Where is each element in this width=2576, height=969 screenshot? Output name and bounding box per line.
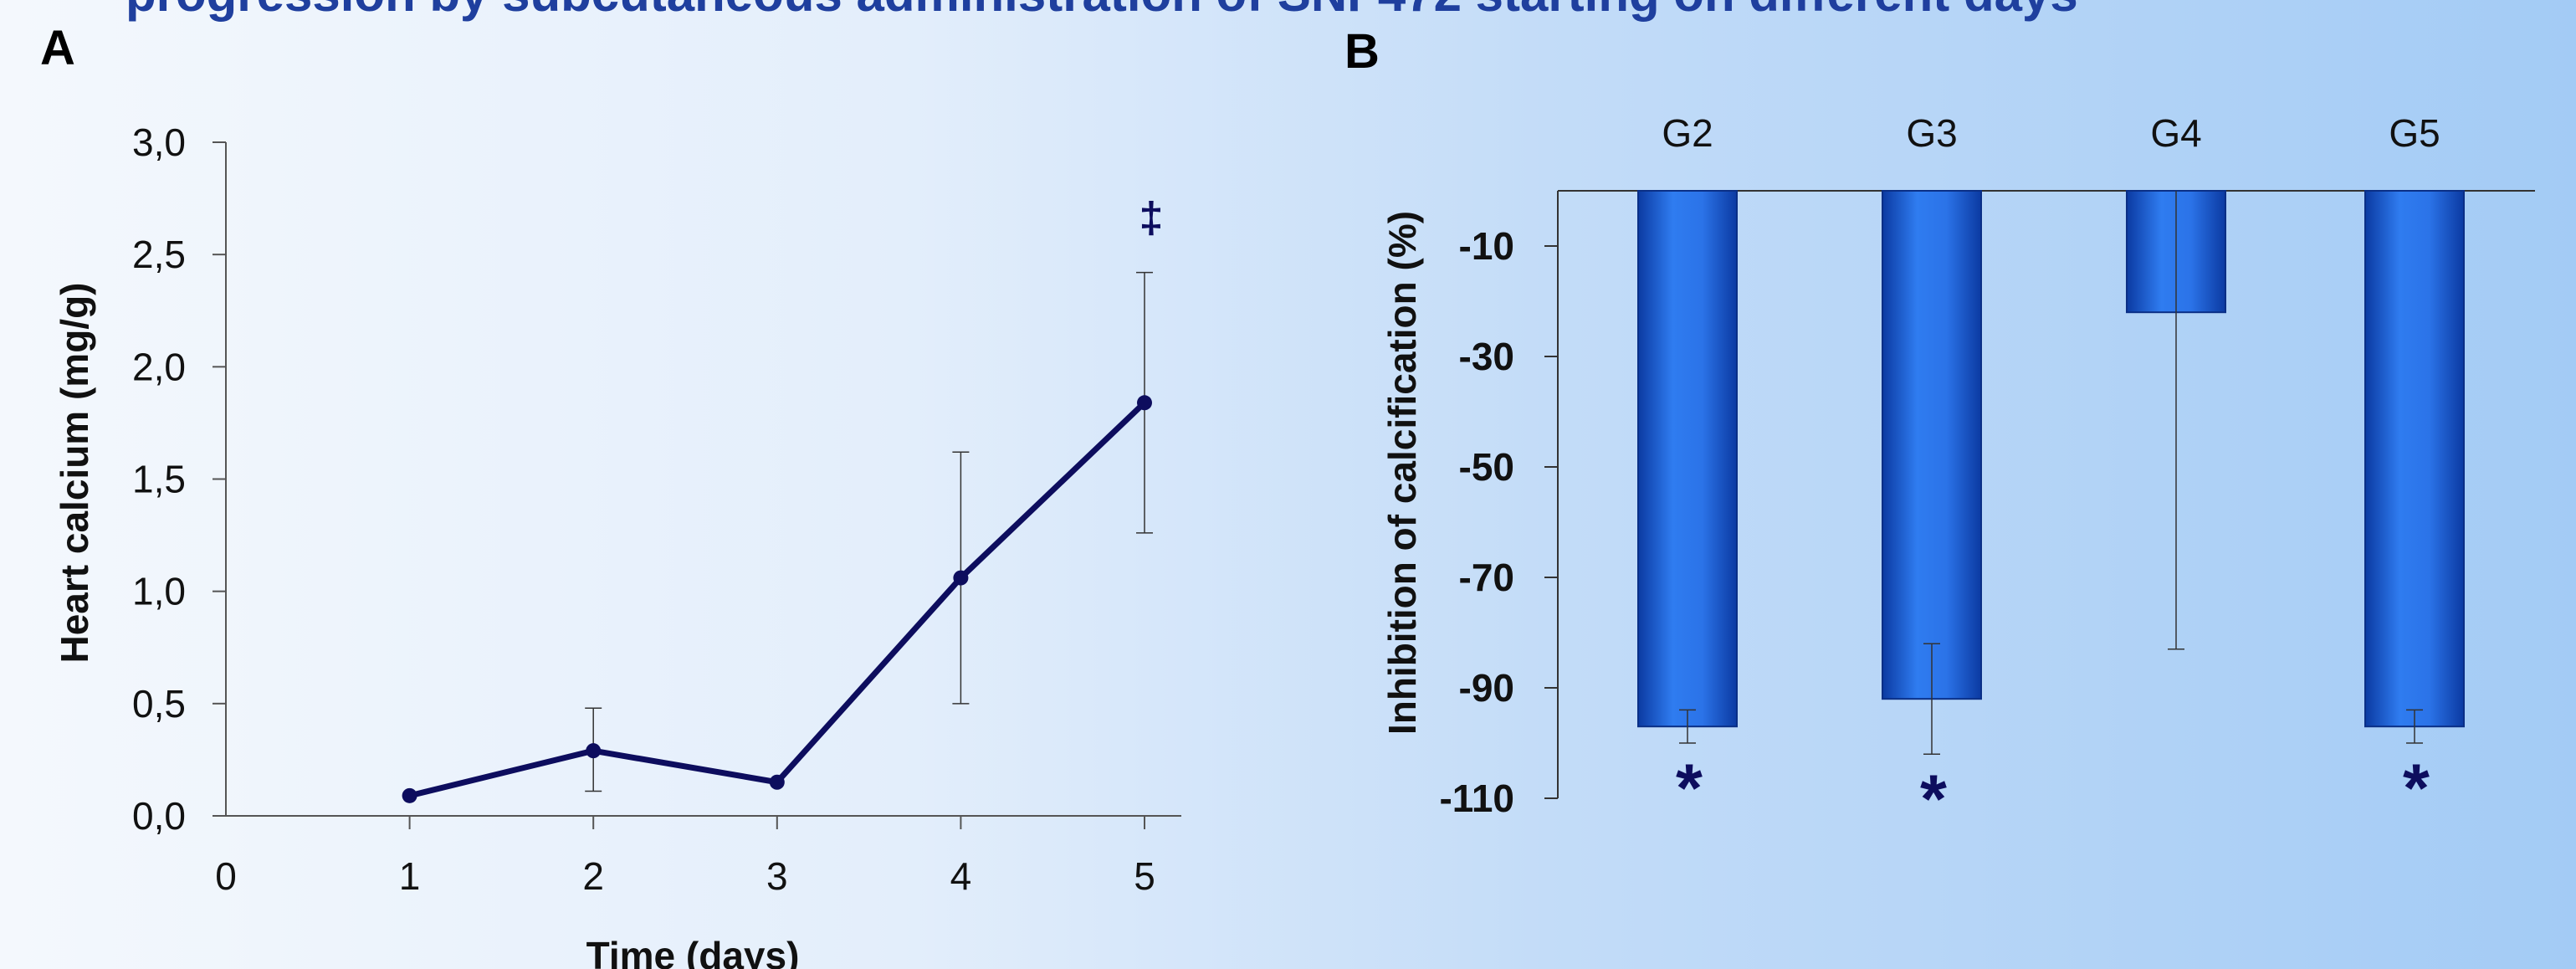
chart-title: progression by subcutaneous administrati… bbox=[125, 0, 2078, 23]
significance-marker: ‡ bbox=[1139, 193, 1164, 242]
x-tick-label: 2 bbox=[582, 854, 604, 898]
y-tick-label: -30 bbox=[1459, 335, 1514, 378]
x-axis-title: Time (days) bbox=[586, 934, 800, 969]
y-tick-label: 1,5 bbox=[132, 458, 186, 501]
bar bbox=[1882, 190, 1982, 700]
x-tick-label: 3 bbox=[766, 854, 788, 898]
bar bbox=[2364, 190, 2465, 728]
y-tick-label: 0,0 bbox=[132, 794, 186, 838]
panel-b-bar-chart: -10 -30 -50 -70 -90 -110 Inhibition of calcifi… bbox=[1380, 111, 2535, 838]
significance-marker: * bbox=[2403, 751, 2430, 827]
data-point bbox=[586, 743, 602, 759]
y-tick-label: 3,0 bbox=[132, 120, 186, 164]
y-tick-label: 2,0 bbox=[132, 345, 186, 388]
y-tick-label: -70 bbox=[1459, 556, 1514, 599]
series-line bbox=[408, 400, 1147, 799]
category-label: G3 bbox=[1906, 111, 1957, 155]
y-tick-label: -90 bbox=[1459, 666, 1514, 710]
category-label: G2 bbox=[1662, 111, 1713, 155]
y-tick-label: -50 bbox=[1459, 445, 1514, 489]
panel-a-line-chart: 0,0 0,5 1,0 1,5 2,0 2,5 3,0 0 1 2 3 4 5 Time (days) He… bbox=[53, 120, 1181, 969]
y-tick-label: -110 bbox=[1439, 777, 1514, 820]
y-axis-title: Heart calcium (mg/g) bbox=[53, 283, 96, 664]
y-tick-label: 1,0 bbox=[132, 570, 186, 613]
y-axis-title: Inhibition of calcification (%) bbox=[1380, 211, 1424, 735]
data-point bbox=[769, 774, 785, 790]
panel-label-a: A bbox=[40, 21, 75, 75]
category-label: G4 bbox=[2150, 111, 2201, 155]
significance-marker: * bbox=[1920, 761, 1947, 838]
data-point bbox=[953, 570, 969, 586]
data-point bbox=[402, 787, 417, 803]
data-point bbox=[1137, 395, 1152, 411]
category-label: G5 bbox=[2389, 111, 2440, 155]
x-tick-label: 5 bbox=[1134, 854, 1155, 898]
panel-label-b: B bbox=[1344, 24, 1380, 79]
bar bbox=[1637, 190, 1738, 728]
x-tick-label: 1 bbox=[399, 854, 421, 898]
x-tick-label: 0 bbox=[215, 854, 237, 898]
significance-marker: * bbox=[1676, 751, 1703, 827]
x-tick-label: 4 bbox=[950, 854, 972, 898]
y-tick-label: 2,5 bbox=[132, 233, 186, 276]
y-tick-label: -10 bbox=[1459, 224, 1514, 268]
y-tick-label: 0,5 bbox=[132, 682, 186, 725]
